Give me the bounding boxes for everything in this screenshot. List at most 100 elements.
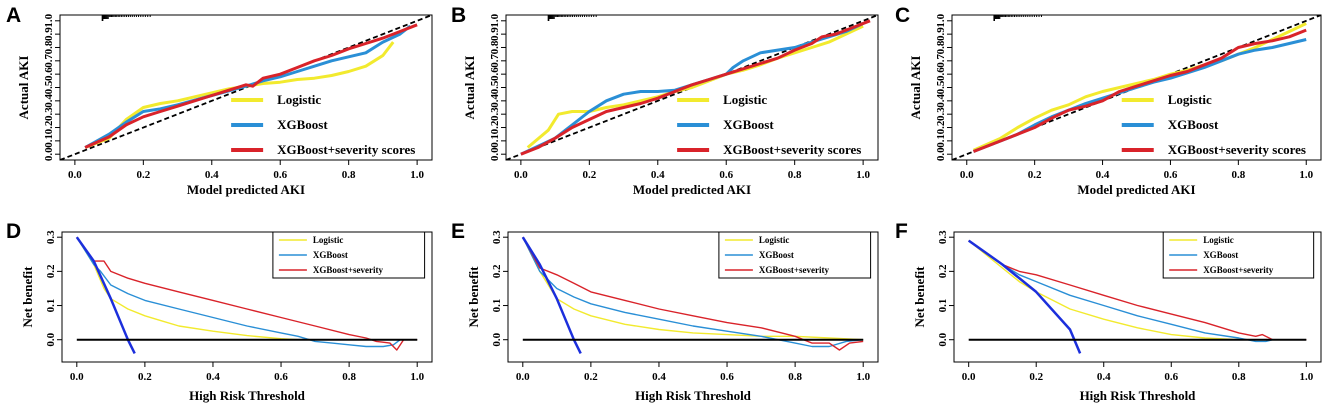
x-tick-label: 0.2 (582, 169, 596, 181)
x-tick-label: 0.4 (205, 169, 219, 181)
y-tick-label: 0.1 (937, 299, 949, 313)
y-axis-title: Net benefit (466, 266, 481, 328)
chart-panel-e: E 0.0 0.2 0.4 0.6 0.8 1.0 0.0 0.1 0.2 0.3 High Risk… (451, 220, 879, 403)
plot-area (952, 15, 1321, 160)
legend-label: Logistic (759, 235, 790, 245)
y-tick-label: 0.3 (43, 107, 55, 121)
series-line-logistic (972, 22, 1307, 152)
y-tick-label: 0.4 (935, 93, 947, 107)
x-tick-label: 1.0 (856, 371, 870, 383)
legend-label: XGBoost+severity scores (723, 142, 861, 157)
series-line-xgboost-severity (522, 236, 864, 351)
legend: Logistic XGBoost XGBoost+severity (718, 231, 872, 279)
y-tick-label: 0.9 (43, 27, 55, 41)
panel-letter: A (6, 4, 21, 27)
panel-letter: F (895, 220, 908, 243)
legend-label: Logistic (313, 235, 344, 245)
panel-letter: E (451, 220, 465, 243)
y-tick-label: 0.2 (491, 264, 503, 278)
y-tick-label: 0.5 (43, 80, 55, 94)
legend: Logistic XGBoost XGBoost+severity scores (677, 92, 861, 157)
x-tick-label: 0.6 (719, 169, 733, 181)
x-tick-label: 0.6 (273, 169, 287, 181)
legend-label: XGBoost (723, 117, 774, 132)
plot-frame (953, 231, 1322, 363)
y-tick-label: 0.7 (489, 53, 501, 67)
series-line-xgboost-severity-scores (520, 19, 871, 156)
legend-label: XGBoost (1168, 117, 1219, 132)
series-line-all (75, 236, 136, 354)
x-tick-label: 0.2 (1029, 371, 1043, 383)
x-tick-label: 0.6 (1164, 371, 1178, 383)
y-tick-label: 0.9 (489, 27, 501, 41)
plot-frame (61, 231, 433, 363)
series-line-xgboost-severity-scores (972, 28, 1307, 153)
y-tick-label: 0.4 (489, 93, 501, 107)
plot-area (521, 236, 864, 354)
legend: Logistic XGBoost XGBoost+severity (1162, 231, 1315, 279)
x-axis-title: High Risk Threshold (635, 388, 752, 403)
x-tick-label: 0.2 (136, 169, 150, 181)
y-tick-label: 0.3 (45, 230, 57, 244)
panel-letter: D (6, 220, 21, 243)
y-tick-label: 0.0 (43, 147, 55, 161)
chart-panel-d: D 0.0 0.2 0.4 0.6 0.8 1.0 0.0 0.1 0.2 0.3 High Risk… (6, 220, 433, 403)
legend-label: XGBoost+severity (1203, 265, 1274, 275)
x-tick-label: 0.0 (960, 169, 974, 181)
y-tick-label: 0.0 (937, 332, 949, 346)
y-tick-label: 0.3 (937, 230, 949, 244)
legend-label: XGBoost (1203, 250, 1238, 260)
y-tick-label: 0.8 (935, 40, 947, 54)
x-tick-label: 0.6 (1164, 169, 1178, 181)
y-tick-label: 0.5 (489, 80, 501, 94)
y-tick-label: 0.1 (935, 134, 947, 148)
x-tick-label: 0.2 (584, 371, 598, 383)
x-tick-label: 1.0 (1299, 371, 1313, 383)
y-tick-label: 0.2 (937, 264, 949, 278)
legend-label: XGBoost (313, 250, 348, 260)
chart-panel-f: F 0.0 0.2 0.4 0.6 0.8 1.0 0.0 0.1 0.2 0.3 High Risk… (895, 220, 1322, 403)
x-tick-label: 0.0 (70, 371, 84, 383)
y-tick-label: 0.0 (491, 332, 503, 346)
x-axis-title: Model predicted AKI (187, 182, 305, 197)
series-line-xgboost-severity (968, 240, 1307, 341)
x-tick-label: 0.4 (206, 371, 220, 383)
legend-label: XGBoost+severity scores (277, 142, 415, 157)
y-axis-title: Net benefit (912, 266, 927, 328)
plot-area (60, 15, 432, 160)
legend-label: Logistic (1203, 235, 1234, 245)
x-tick-label: 0.2 (138, 371, 152, 383)
legend: Logistic XGBoost XGBoost+severity scores (1121, 92, 1306, 157)
plot-area (75, 236, 418, 354)
y-tick-label: 1.0 (935, 13, 947, 27)
y-tick-label: 0.1 (491, 299, 503, 313)
x-tick-label: 0.6 (274, 371, 288, 383)
x-tick-label: 0.6 (720, 371, 734, 383)
chart-panel-b: B0.0 0.2 0.4 0.6 0.8 1.00.00.10.20.30.40.50.6… (451, 4, 879, 197)
series-line-xgboost (522, 236, 864, 348)
y-tick-label: 0.5 (935, 80, 947, 94)
x-tick-label: 0.0 (962, 371, 976, 383)
reference-diagonal (60, 15, 432, 160)
legend-label: Logistic (1168, 92, 1212, 107)
y-tick-label: 0.0 (45, 332, 57, 346)
x-tick-label: 0.4 (1097, 371, 1111, 383)
y-tick-label: 0.7 (935, 53, 947, 67)
y-tick-label: 0.8 (489, 40, 501, 54)
y-axis-title: Net benefit (20, 266, 35, 328)
x-axis-title: High Risk Threshold (1080, 388, 1197, 403)
x-tick-label: 0.0 (516, 371, 530, 383)
legend-label: XGBoost+severity scores (1168, 142, 1306, 157)
y-tick-label: 1.0 (43, 13, 55, 27)
x-tick-label: 0.8 (342, 169, 356, 181)
x-tick-label: 1.0 (410, 169, 424, 181)
x-tick-label: 0.8 (342, 371, 356, 383)
y-tick-label: 0.6 (43, 67, 55, 81)
y-tick-label: 0.7 (43, 53, 55, 67)
series-line-xgboost (968, 240, 1307, 343)
y-tick-label: 0.3 (489, 107, 501, 121)
x-axis-title: High Risk Threshold (189, 388, 306, 403)
y-tick-label: 0.0 (489, 147, 501, 161)
chart-panel-c: C0.0 0.2 0.4 0.6 0.8 1.00.00.10.20.30.40.50.6… (895, 4, 1322, 197)
